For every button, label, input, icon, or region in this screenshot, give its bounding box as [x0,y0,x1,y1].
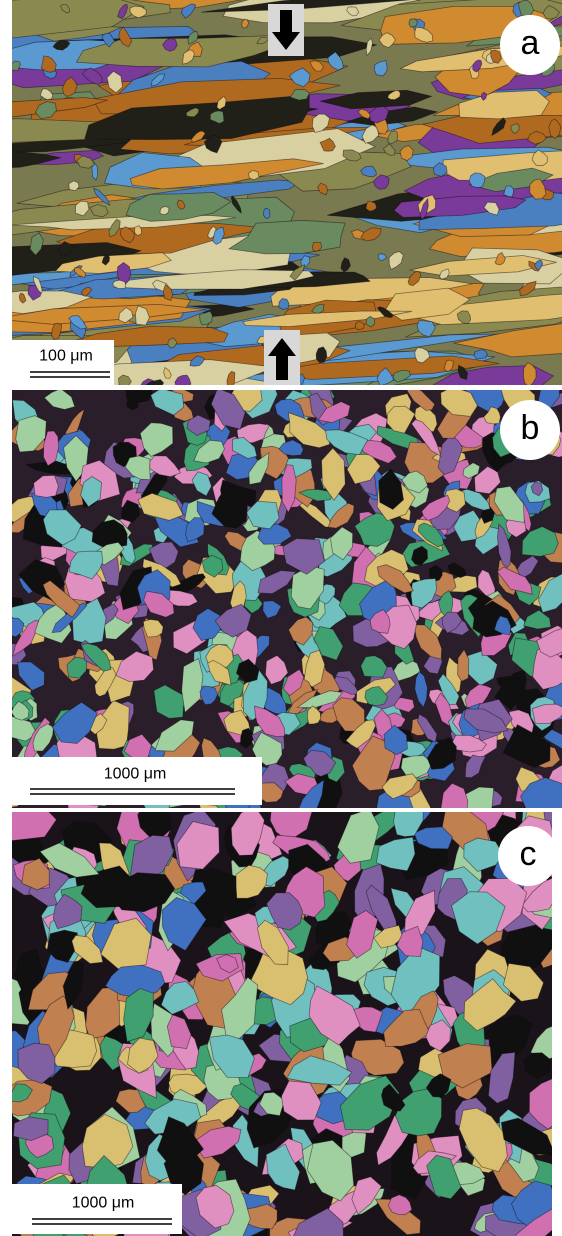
panel-label: b [521,409,540,447]
grain [491,50,502,64]
grain [474,350,487,359]
panel-label: a [521,24,540,62]
page: a b c 100 μm 1000 μm 1000 μm (() => { co… [0,0,562,1236]
grain [126,384,153,403]
grain [504,186,514,197]
grain [355,322,364,330]
grain [263,208,270,218]
arrow-down [268,4,304,56]
grain [316,347,327,363]
figure: a b c 100 μm 1000 μm 1000 μm [0,0,562,1236]
grain [10,61,21,71]
scale-label: 1000 μm [72,1195,135,1212]
scale-label: 1000 μm [104,766,167,783]
panel-c-grains [0,790,562,1236]
arrow-up [264,330,300,385]
scale-label: 100 μm [39,348,93,365]
grain [469,173,485,188]
panel-label: c [520,835,537,873]
grain [279,299,289,310]
